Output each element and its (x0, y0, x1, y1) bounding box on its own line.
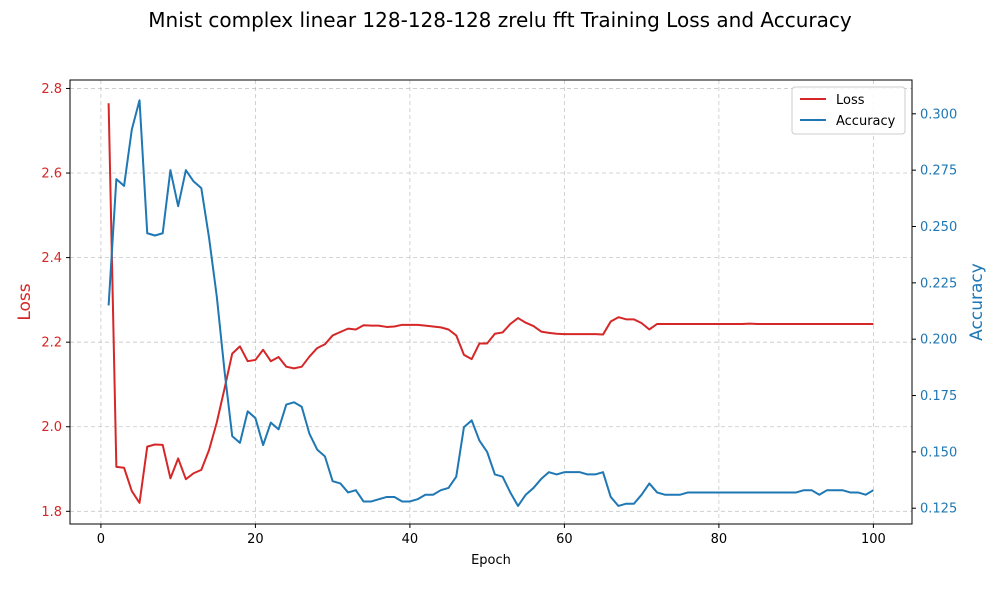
plot-frame (69, 79, 913, 525)
y-right-tick-label: 0.225 (920, 276, 957, 291)
plot-area (107, 99, 874, 507)
y-left-tick-label: 2.4 (41, 251, 62, 266)
y-right-tick-label: 0.250 (920, 220, 957, 235)
x-axis: 0 20 40 60 80 100 (97, 524, 886, 547)
x-axis-label: Epoch (471, 553, 511, 568)
y-axis-right: 0.125 0.150 0.175 0.200 0.225 0.250 0.275 0.300 (912, 107, 957, 517)
x-tick-label: 80 (711, 532, 728, 547)
y-left-tick-label: 2.2 (41, 336, 62, 351)
y-left-tick-label: 1.8 (41, 505, 62, 520)
series-line-accuracy (107, 99, 874, 507)
y-axis-left: 1.8 2.0 2.2 2.4 2.6 2.8 (41, 82, 70, 520)
y-axis-right-label: Accuracy (967, 263, 987, 341)
y-right-tick-label: 0.300 (920, 107, 957, 122)
y-left-tick-label: 2.6 (41, 167, 62, 182)
x-tick-label: 40 (402, 532, 419, 547)
legend-accuracy-label: Accuracy (836, 114, 896, 129)
y-left-tick-label: 2.8 (41, 82, 62, 97)
y-right-tick-label: 0.175 (920, 389, 957, 404)
y-axis-left-label: Loss (15, 283, 35, 320)
legend: Loss Accuracy (791, 86, 906, 135)
x-tick-label: 0 (97, 532, 105, 547)
y-right-tick-label: 0.200 (920, 333, 957, 348)
series-line-loss (107, 103, 874, 504)
y-right-tick-label: 0.275 (920, 164, 957, 179)
x-tick-label: 20 (247, 532, 264, 547)
x-tick-label: 100 (861, 532, 886, 547)
chart-title: Mnist complex linear 128-128-128 zrelu f… (148, 8, 852, 32)
grid-lines (70, 80, 912, 524)
y-right-tick-label: 0.125 (920, 502, 957, 517)
y-right-tick-label: 0.150 (920, 445, 957, 460)
y-left-tick-label: 2.0 (41, 420, 62, 435)
legend-loss-label: Loss (836, 93, 865, 108)
x-tick-label: 60 (556, 532, 573, 547)
